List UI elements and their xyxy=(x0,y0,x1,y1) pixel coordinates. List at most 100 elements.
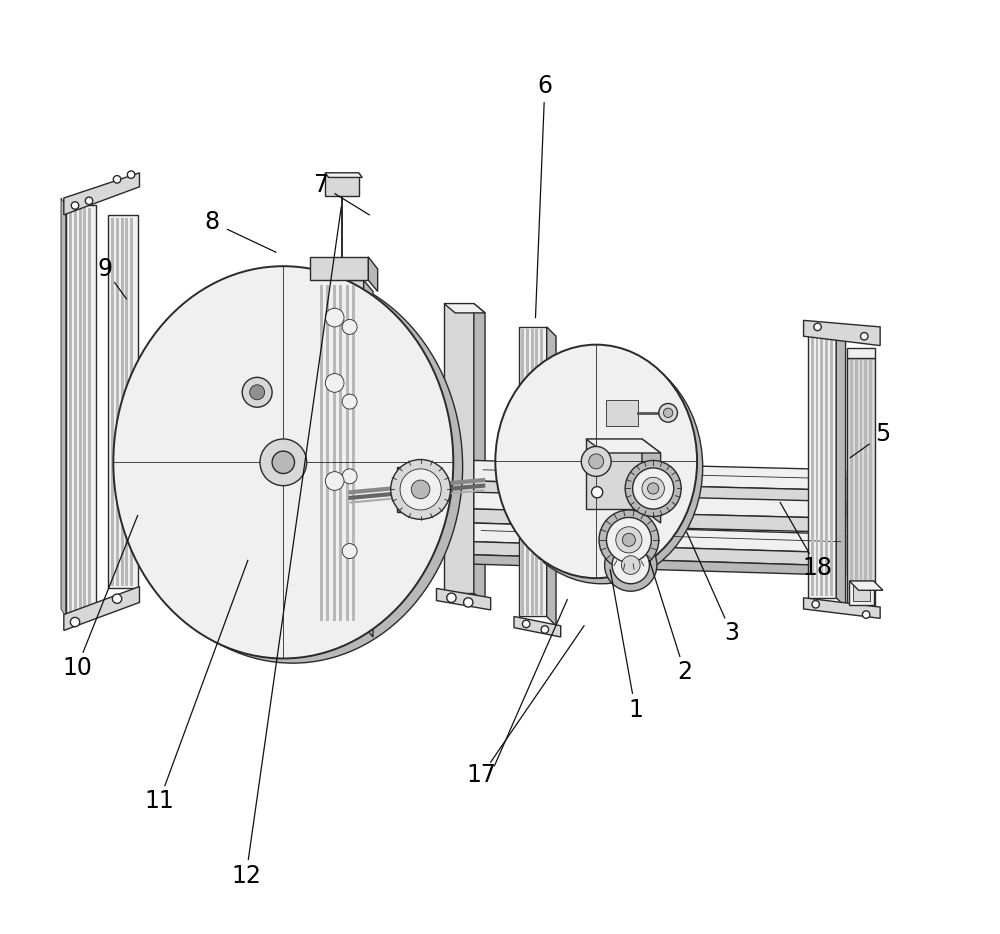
Polygon shape xyxy=(586,439,642,509)
Circle shape xyxy=(342,319,357,334)
Ellipse shape xyxy=(663,408,673,417)
Circle shape xyxy=(592,452,603,463)
Bar xyxy=(320,285,323,621)
Polygon shape xyxy=(138,451,435,497)
Circle shape xyxy=(325,308,344,327)
Polygon shape xyxy=(849,581,883,590)
Polygon shape xyxy=(138,498,435,537)
Polygon shape xyxy=(808,332,836,598)
Bar xyxy=(811,333,814,596)
Circle shape xyxy=(250,385,265,400)
Ellipse shape xyxy=(400,469,441,510)
Circle shape xyxy=(71,202,79,209)
Polygon shape xyxy=(436,588,491,610)
Ellipse shape xyxy=(123,271,463,663)
Circle shape xyxy=(85,197,93,205)
Text: 5: 5 xyxy=(875,422,891,446)
Bar xyxy=(526,329,529,615)
Polygon shape xyxy=(61,198,66,616)
Polygon shape xyxy=(138,488,435,525)
Text: 10: 10 xyxy=(62,656,92,680)
Ellipse shape xyxy=(612,546,649,584)
Ellipse shape xyxy=(599,510,659,570)
Bar xyxy=(855,360,858,603)
Bar xyxy=(521,329,524,615)
Text: 17: 17 xyxy=(466,763,496,787)
Text: 2: 2 xyxy=(677,660,692,685)
Text: 11: 11 xyxy=(144,789,174,814)
Circle shape xyxy=(70,617,80,627)
Ellipse shape xyxy=(589,454,604,469)
Polygon shape xyxy=(474,498,846,517)
Circle shape xyxy=(464,598,473,607)
Bar xyxy=(333,285,336,621)
Polygon shape xyxy=(586,439,661,453)
Polygon shape xyxy=(325,173,362,177)
Polygon shape xyxy=(547,327,556,626)
Circle shape xyxy=(127,171,135,178)
Text: 6: 6 xyxy=(537,74,552,98)
Polygon shape xyxy=(474,509,846,532)
Ellipse shape xyxy=(659,403,677,422)
Bar xyxy=(423,471,433,508)
Polygon shape xyxy=(642,439,661,523)
Bar xyxy=(125,218,128,586)
Bar xyxy=(820,333,823,596)
Circle shape xyxy=(447,593,456,602)
Polygon shape xyxy=(364,280,373,637)
Circle shape xyxy=(342,469,357,484)
Ellipse shape xyxy=(648,483,659,494)
Bar xyxy=(540,329,543,615)
Circle shape xyxy=(112,594,122,603)
Circle shape xyxy=(342,394,357,409)
Circle shape xyxy=(592,487,603,498)
Bar xyxy=(111,218,114,586)
Polygon shape xyxy=(847,358,875,605)
Polygon shape xyxy=(64,587,139,630)
Ellipse shape xyxy=(411,480,430,499)
Polygon shape xyxy=(847,348,875,358)
Bar xyxy=(69,208,72,614)
Polygon shape xyxy=(514,616,561,637)
Text: 9: 9 xyxy=(97,257,112,281)
Circle shape xyxy=(113,176,121,183)
Bar xyxy=(816,333,818,596)
Ellipse shape xyxy=(642,477,664,500)
Bar xyxy=(606,400,638,426)
Polygon shape xyxy=(836,332,846,607)
Polygon shape xyxy=(315,280,364,626)
Bar xyxy=(850,360,853,603)
Text: 12: 12 xyxy=(231,864,261,888)
Bar xyxy=(825,333,828,596)
Polygon shape xyxy=(138,472,435,514)
Bar xyxy=(83,208,86,614)
Bar xyxy=(535,329,538,615)
Bar xyxy=(864,360,867,603)
Ellipse shape xyxy=(622,533,635,546)
Ellipse shape xyxy=(495,345,697,578)
Bar xyxy=(326,285,329,621)
Bar xyxy=(121,218,124,586)
Polygon shape xyxy=(325,173,359,196)
Polygon shape xyxy=(474,555,846,575)
Polygon shape xyxy=(368,257,378,291)
Polygon shape xyxy=(444,304,485,313)
Polygon shape xyxy=(804,598,880,618)
Ellipse shape xyxy=(391,460,450,519)
Bar xyxy=(74,208,77,614)
Text: 18: 18 xyxy=(803,556,833,580)
Bar xyxy=(860,360,862,603)
Ellipse shape xyxy=(605,539,657,591)
Ellipse shape xyxy=(501,350,703,584)
Polygon shape xyxy=(474,460,846,490)
Polygon shape xyxy=(310,257,368,280)
Polygon shape xyxy=(474,304,485,602)
Circle shape xyxy=(522,620,530,628)
Ellipse shape xyxy=(272,451,295,474)
Bar xyxy=(869,360,872,603)
Ellipse shape xyxy=(633,468,674,509)
Bar xyxy=(339,285,342,621)
Polygon shape xyxy=(804,320,880,346)
Circle shape xyxy=(242,377,272,407)
Circle shape xyxy=(342,544,357,559)
